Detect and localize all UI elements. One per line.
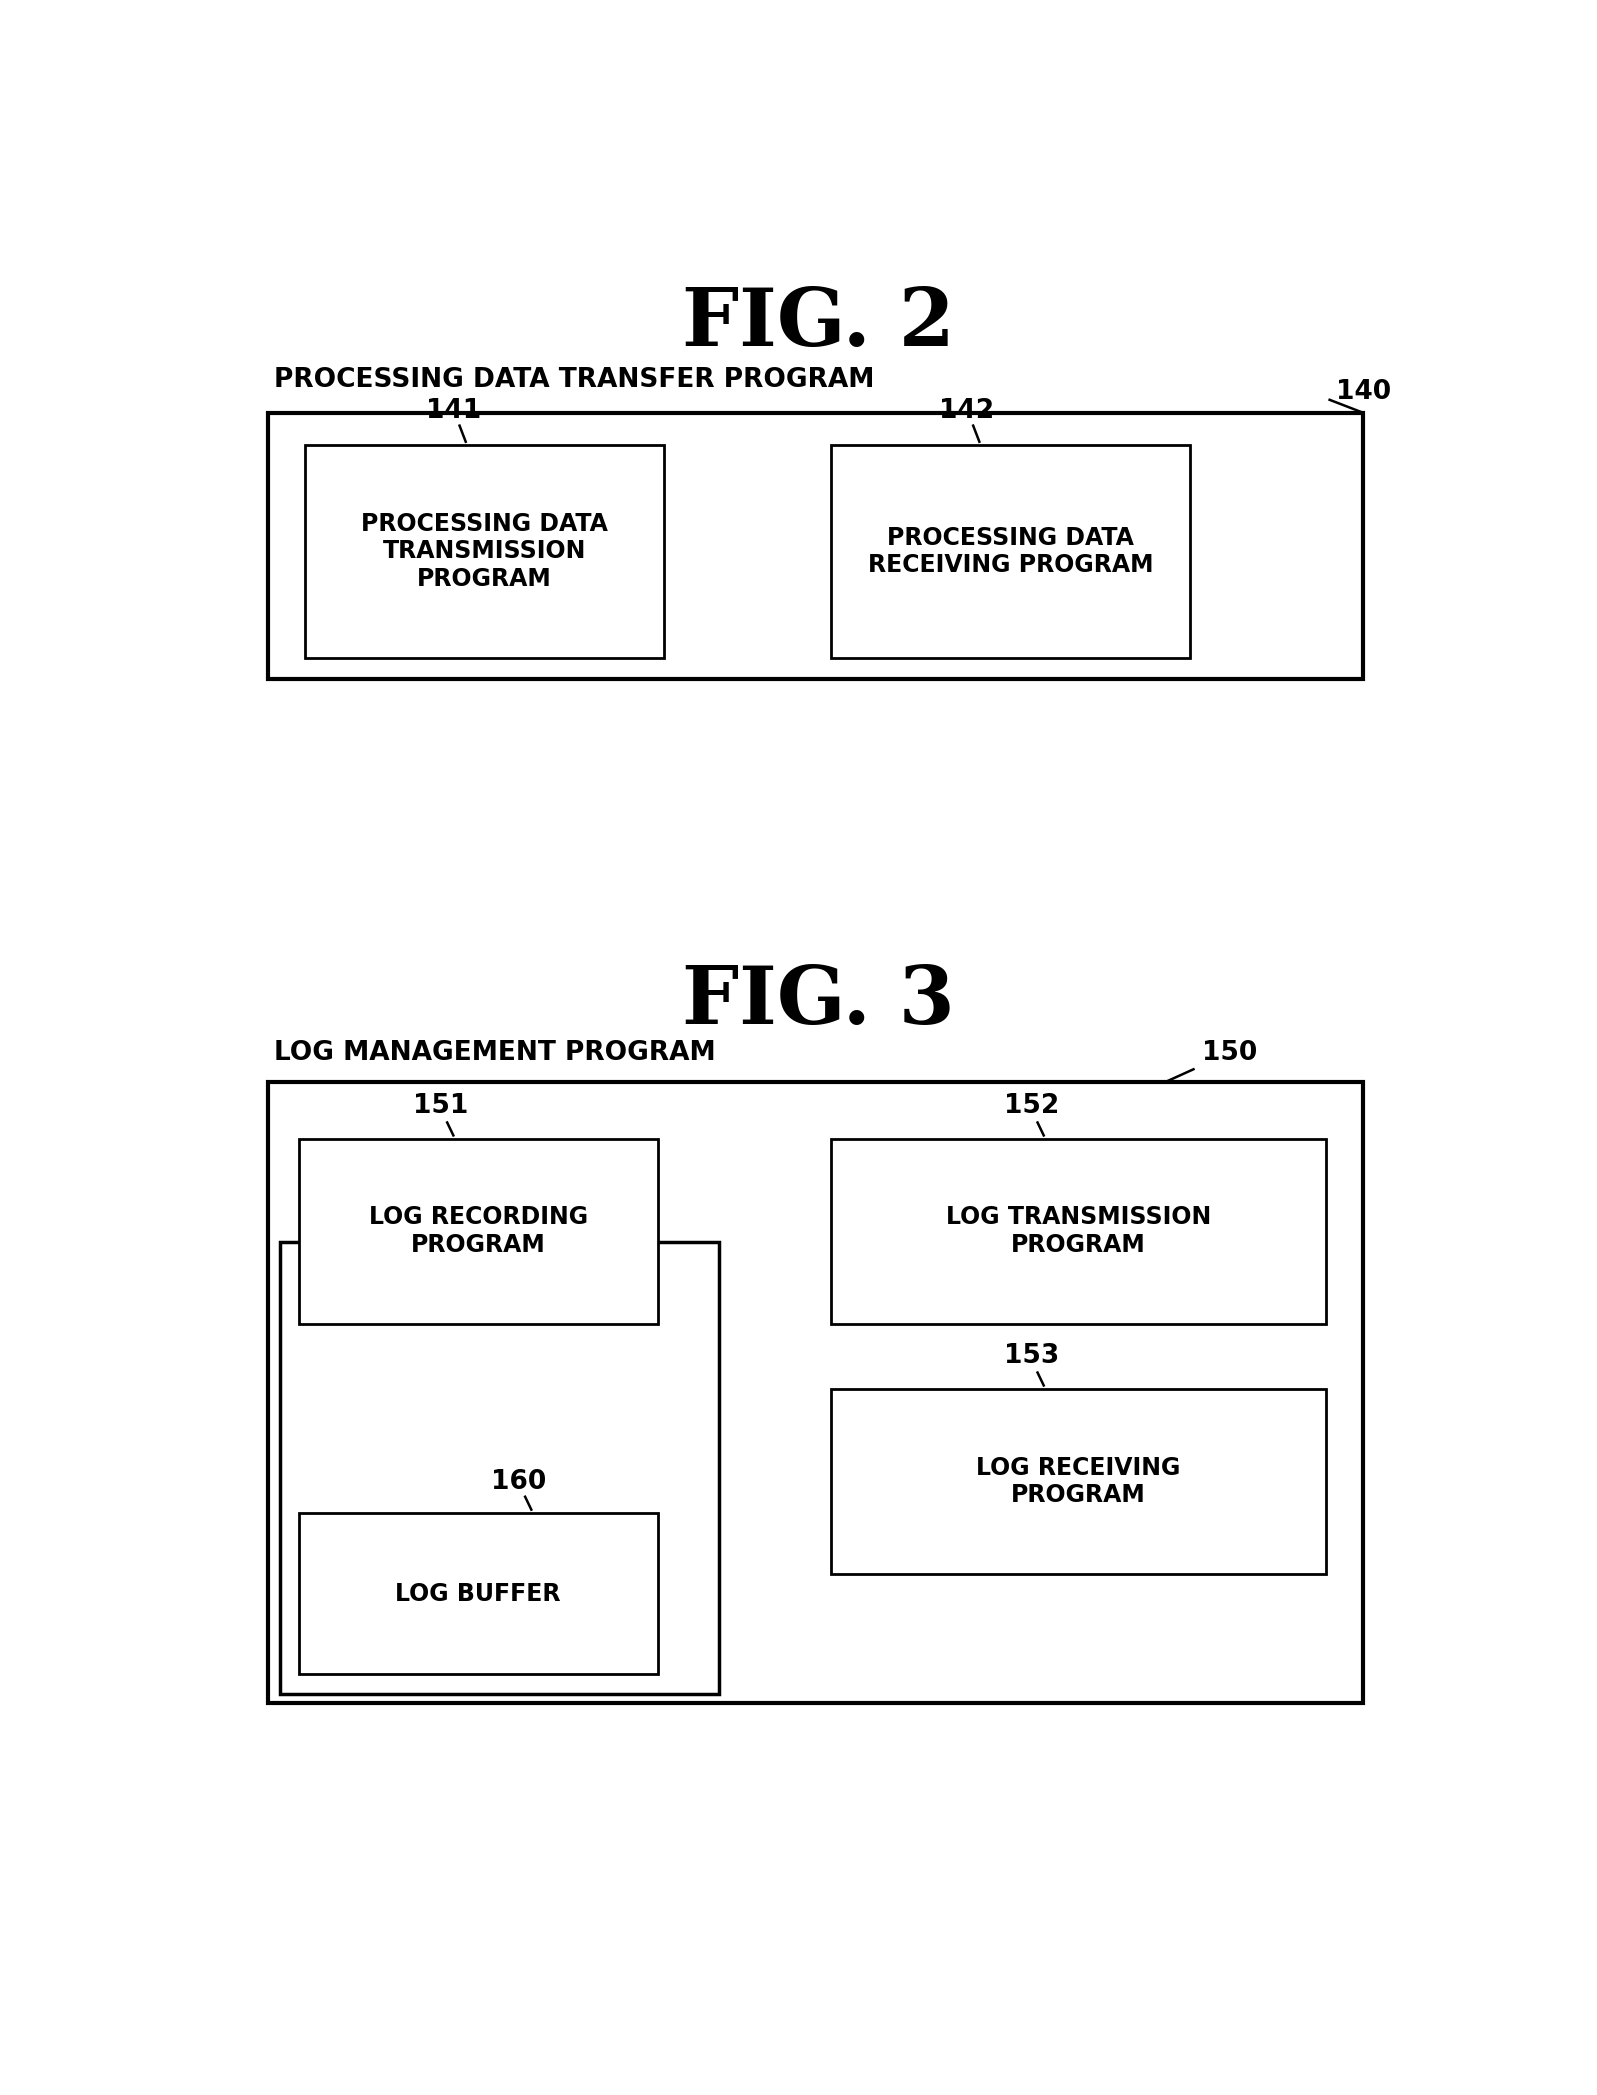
Text: 140: 140	[1335, 379, 1391, 404]
Bar	[299, 1513, 658, 1674]
Bar	[268, 413, 1362, 679]
Text: FIG. 3: FIG. 3	[682, 962, 955, 1041]
Text: 150: 150	[1203, 1039, 1257, 1066]
Text: 141: 141	[426, 398, 481, 423]
Text: LOG BUFFER: LOG BUFFER	[396, 1582, 561, 1605]
Text: 151: 151	[414, 1094, 468, 1119]
Bar	[299, 1140, 658, 1324]
Text: LOG MANAGEMENT PROGRAM: LOG MANAGEMENT PROGRAM	[275, 1039, 715, 1066]
Text: FIG. 2: FIG. 2	[682, 285, 955, 362]
Bar	[830, 444, 1190, 658]
Bar	[305, 444, 664, 658]
Text: LOG TRANSMISSION
PROGRAM: LOG TRANSMISSION PROGRAM	[945, 1205, 1211, 1257]
Text: 153: 153	[1005, 1343, 1059, 1370]
Text: PROCESSING DATA
RECEIVING PROGRAM: PROCESSING DATA RECEIVING PROGRAM	[867, 526, 1153, 578]
Text: PROCESSING DATA TRANSFER PROGRAM: PROCESSING DATA TRANSFER PROGRAM	[275, 367, 874, 394]
Bar	[268, 1083, 1362, 1703]
Text: 160: 160	[492, 1469, 546, 1496]
Text: LOG RECEIVING
PROGRAM: LOG RECEIVING PROGRAM	[976, 1456, 1180, 1506]
Bar	[830, 1389, 1326, 1573]
Text: 142: 142	[939, 398, 995, 423]
Text: PROCESSING DATA
TRANSMISSION
PROGRAM: PROCESSING DATA TRANSMISSION PROGRAM	[361, 511, 608, 591]
Bar	[279, 1242, 719, 1693]
Text: 152: 152	[1005, 1094, 1059, 1119]
Text: LOG RECORDING
PROGRAM: LOG RECORDING PROGRAM	[369, 1205, 588, 1257]
Bar	[830, 1140, 1326, 1324]
